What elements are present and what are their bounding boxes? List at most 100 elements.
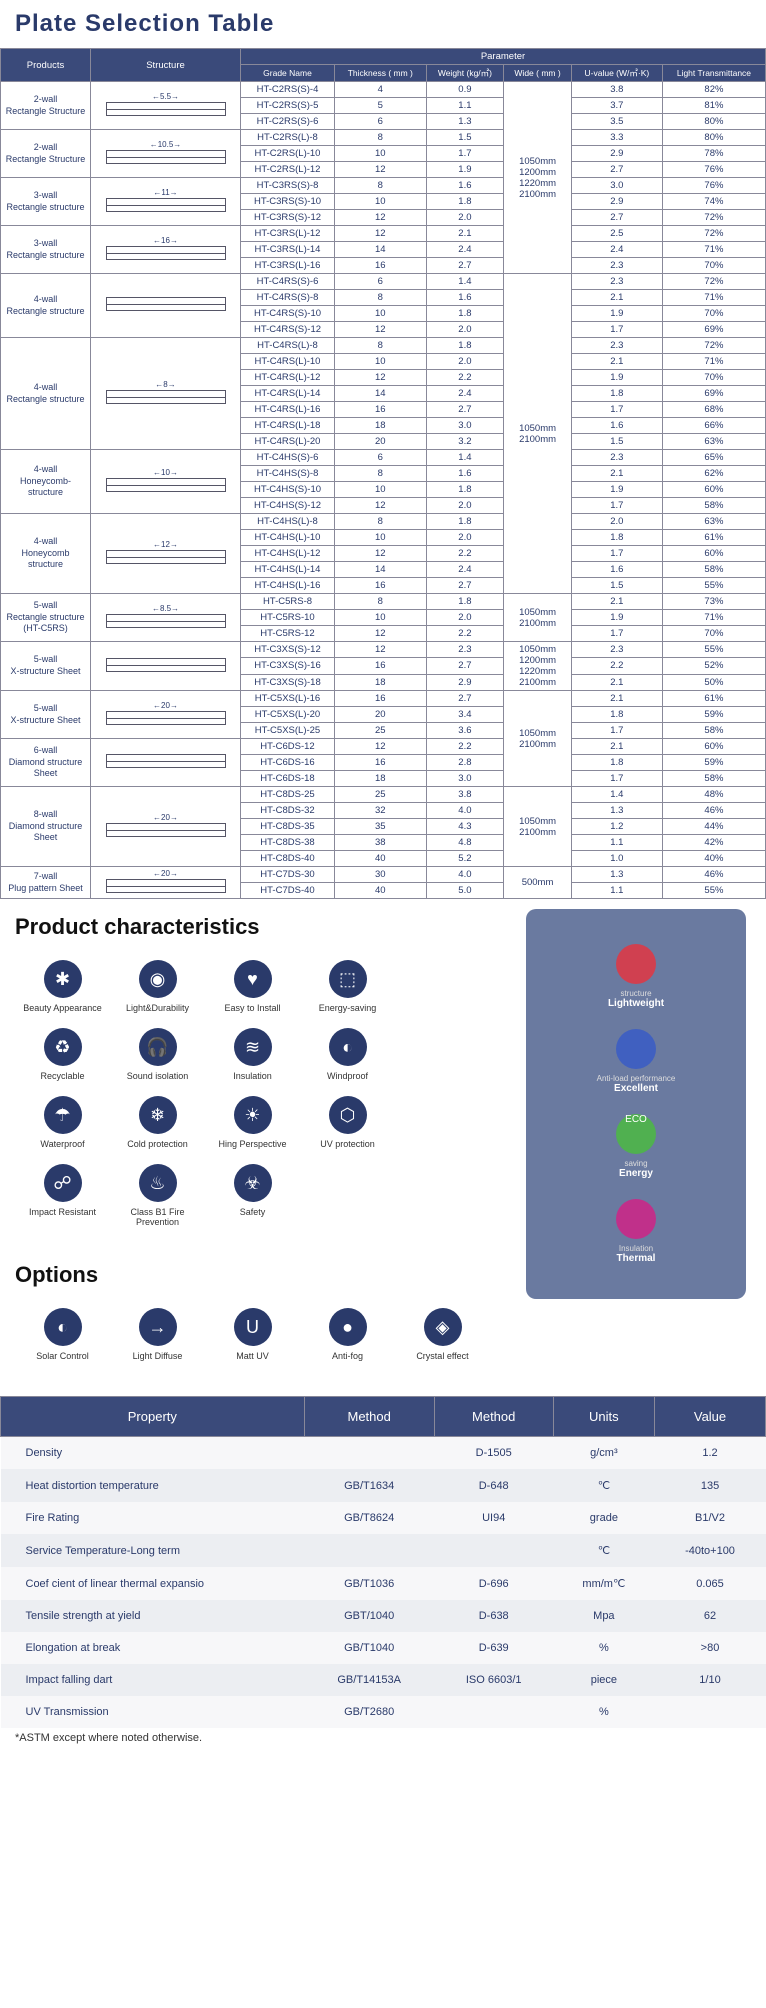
side-item: InsulationThermal [541, 1199, 731, 1264]
data-cell: 2.5 [571, 226, 662, 242]
th-param-4: U-value (W/㎡·K) [571, 65, 662, 82]
prop-cell: ℃ [553, 1534, 654, 1567]
data-cell: 2.0 [426, 210, 504, 226]
product-cell: 5-wallRectangle structure(HT-C5RS) [1, 594, 91, 642]
data-cell: 4 [334, 82, 426, 98]
data-cell: 2.4 [426, 242, 504, 258]
data-cell: 12 [334, 739, 426, 755]
data-cell: 12 [334, 162, 426, 178]
data-cell: HT-C4RS(S)-8 [241, 290, 335, 306]
data-cell: HT-C5RS-10 [241, 610, 335, 626]
side-panel: structureLightweight Anti-load performanc… [526, 909, 746, 1299]
data-cell: 2.2 [426, 370, 504, 386]
data-cell: 16 [334, 658, 426, 674]
data-cell: 2.9 [426, 674, 504, 690]
char-label: Recyclable [15, 1071, 110, 1081]
data-cell: 59% [662, 707, 765, 723]
table-row: 2-wallRectangle Structure←5.5→HT-C2RS(S)… [1, 82, 766, 98]
data-cell: 3.0 [426, 771, 504, 787]
side-item: Anti-load performanceExcellent [541, 1029, 731, 1094]
option-icon: ◐ [44, 1308, 82, 1346]
prop-cell: >80 [655, 1632, 766, 1664]
structure-cell: ←10→ [91, 450, 241, 514]
data-cell: 1.6 [426, 466, 504, 482]
data-cell: 2.4 [426, 386, 504, 402]
prop-th: Method [434, 1397, 553, 1437]
data-cell: HT-C5XS(L)-20 [241, 707, 335, 723]
data-cell: 71% [662, 290, 765, 306]
data-cell: 2.9 [571, 146, 662, 162]
data-cell: HT-C4RS(L)-16 [241, 402, 335, 418]
char-item: ❄Cold protection [110, 1096, 205, 1149]
data-cell: 60% [662, 739, 765, 755]
data-cell: 12 [334, 498, 426, 514]
data-cell: HT-C3RS(S)-10 [241, 194, 335, 210]
data-cell: 0.9 [426, 82, 504, 98]
data-cell: 10 [334, 610, 426, 626]
structure-cell: ←8.5→ [91, 594, 241, 642]
data-cell: HT-C4HS(S)-6 [241, 450, 335, 466]
data-cell: 4.3 [426, 819, 504, 835]
char-icon: ☣ [234, 1164, 272, 1202]
char-icon: ⬚ [329, 960, 367, 998]
data-cell: HT-C6DS-18 [241, 771, 335, 787]
data-cell: 2.9 [571, 194, 662, 210]
th-parameter: Parameter [241, 49, 766, 65]
data-cell: HT-C2RS(L)-8 [241, 130, 335, 146]
char-item: ≋Insulation [205, 1028, 300, 1081]
char-label: Insulation [205, 1071, 300, 1081]
prop-row: Heat distortion temperatureGB/T1634D-648… [1, 1469, 766, 1502]
data-cell: HT-C5XS(L)-25 [241, 723, 335, 739]
option-label: Matt UV [205, 1351, 300, 1361]
data-cell: 72% [662, 226, 765, 242]
prop-cell: Density [1, 1437, 305, 1470]
data-cell: 1.8 [571, 707, 662, 723]
data-cell: HT-C8DS-32 [241, 803, 335, 819]
data-cell: 16 [334, 402, 426, 418]
data-cell: 30 [334, 867, 426, 883]
data-cell: 25 [334, 723, 426, 739]
option-item: ◈Crystal effect [395, 1308, 490, 1361]
side-sub: Lightweight [541, 998, 731, 1009]
structure-diagram [106, 102, 226, 116]
side-title: Anti-load performance [541, 1074, 731, 1083]
data-cell: 6 [334, 114, 426, 130]
side-item: structureLightweight [541, 944, 731, 1009]
product-cell: 8-wallDiamond structure Sheet [1, 787, 91, 867]
prop-cell: 62 [655, 1600, 766, 1632]
structure-diagram [106, 711, 226, 725]
structure-cell [91, 274, 241, 338]
data-cell: 3.6 [426, 723, 504, 739]
prop-row: Service Temperature-Long term℃-40to+100 [1, 1534, 766, 1567]
data-cell: 65% [662, 450, 765, 466]
structure-cell: ←20→ [91, 787, 241, 867]
data-cell: 6 [334, 450, 426, 466]
structure-diagram [106, 614, 226, 628]
data-cell: 1.7 [571, 771, 662, 787]
data-cell: HT-C4RS(L)-20 [241, 434, 335, 450]
data-cell: 2.0 [426, 498, 504, 514]
side-item: ECOsavingEnergy [541, 1114, 731, 1179]
data-cell: 2.1 [571, 290, 662, 306]
char-item: ♻Recyclable [15, 1028, 110, 1081]
data-cell: 12 [334, 210, 426, 226]
char-label: Energy-saving [300, 1003, 395, 1013]
data-cell: HT-C5XS(L)-16 [241, 691, 335, 707]
data-cell: 12 [334, 546, 426, 562]
data-cell: HT-C4HS(S)-8 [241, 466, 335, 482]
prop-th: Units [553, 1397, 654, 1437]
structure-diagram [106, 150, 226, 164]
structure-cell: ←11→ [91, 178, 241, 226]
product-cell: 5-wallX-structure Sheet [1, 691, 91, 739]
prop-th: Method [304, 1397, 434, 1437]
char-icon: 🎧 [139, 1028, 177, 1066]
wide-cell: 1050mm2100mm [504, 691, 572, 787]
data-cell: 4.0 [426, 803, 504, 819]
option-item: UMatt UV [205, 1308, 300, 1361]
th-param-3: Wide ( mm ) [504, 65, 572, 82]
prop-cell: GB/T1036 [304, 1567, 434, 1600]
data-cell: 35 [334, 819, 426, 835]
data-cell: HT-C8DS-35 [241, 819, 335, 835]
prop-cell: UI94 [434, 1502, 553, 1534]
structure-diagram [106, 879, 226, 893]
